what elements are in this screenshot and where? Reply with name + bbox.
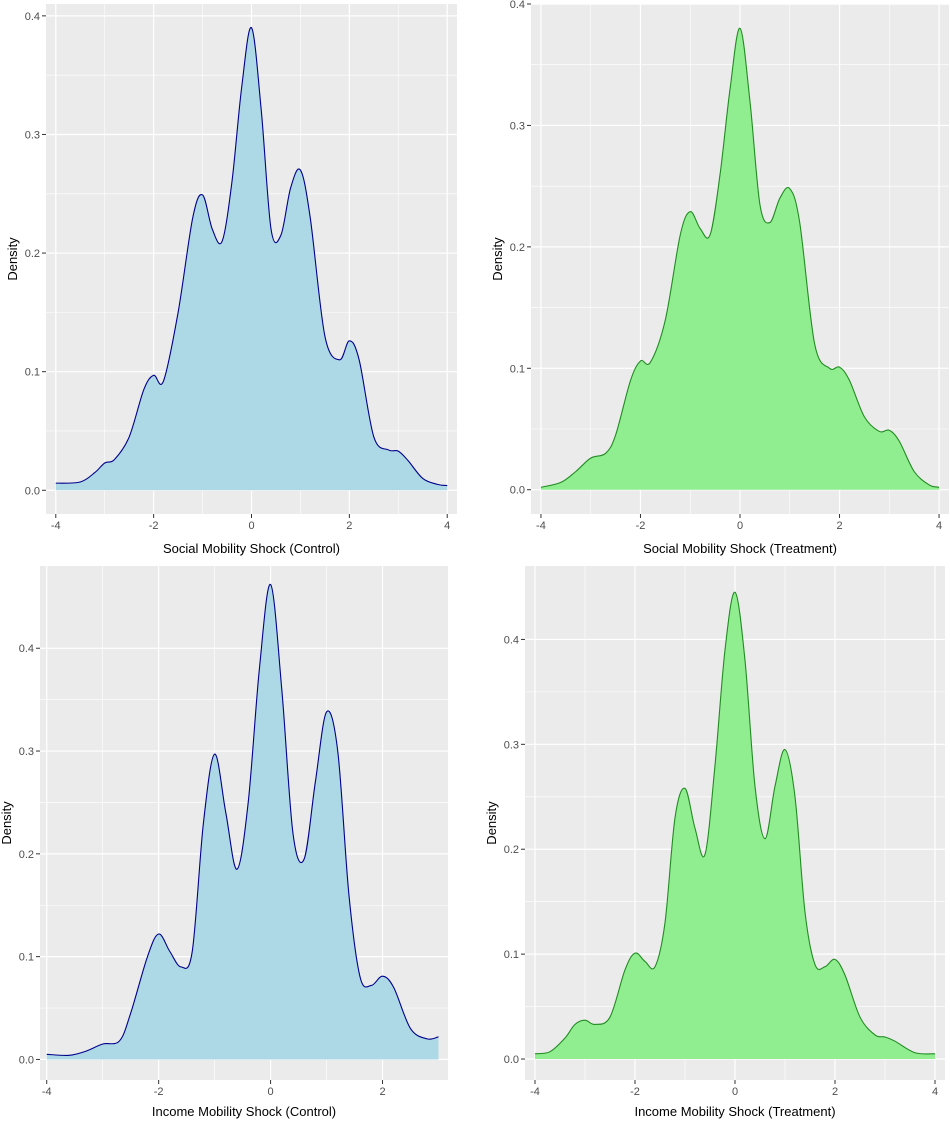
y-tick-label: 0.2 — [510, 242, 525, 254]
y-tick-label: 0.0 — [25, 485, 40, 497]
density-line — [46, 583, 439, 1056]
density-panel-3: -4 -2 0 2 0.0 0.1 0.2 0.3 0.4 Income Mobility Sho… — [0, 566, 448, 1119]
x-tick-label: -4 — [536, 520, 546, 532]
y-tick-label: 0.4 — [510, 0, 525, 11]
x-tick-label: 0 — [732, 1086, 738, 1098]
x-tick-label: 2 — [346, 520, 352, 532]
x-axis-title: Income Mobility Shock (Treatment) — [634, 1104, 835, 1119]
y-tick-label: 0.3 — [19, 746, 34, 758]
x-tick-label: -4 — [530, 1086, 540, 1098]
x-tick-label: 0 — [737, 520, 743, 532]
x-tick-label: -2 — [154, 1086, 164, 1098]
x-tick-label: -4 — [51, 520, 61, 532]
density-panel-1: -4 -2 0 2 4 0.0 0.1 0.2 0.3 0.4 Social Mobility Sh… — [5, 4, 457, 556]
y-tick-label: 0.0 — [504, 1054, 519, 1066]
density-area — [540, 28, 940, 490]
x-tick-label: 4 — [936, 520, 942, 532]
y-tick-label: 0.4 — [25, 11, 40, 23]
x-axis-title: Social Mobility Shock (Treatment) — [643, 541, 837, 556]
y-tick-label: 0.2 — [19, 849, 34, 861]
y-tick-label: 0.4 — [504, 634, 519, 646]
y-tick-label: 0.4 — [19, 643, 34, 655]
y-axis-title: Density — [5, 237, 20, 281]
x-tick-label: -2 — [636, 520, 646, 532]
density-panel-4: -4 -2 0 2 4 0.0 0.1 0.2 0.3 0.4 Income Mobility Sh… — [484, 566, 945, 1119]
y-tick-label: 0.1 — [504, 949, 519, 961]
x-tick-label: 2 — [379, 1086, 385, 1098]
x-tick-label: 0 — [248, 520, 254, 532]
y-tick-label: 0.0 — [510, 485, 525, 497]
x-tick-label: -2 — [149, 520, 159, 532]
y-tick-label: 0.2 — [504, 844, 519, 856]
x-tick-label: 0 — [268, 1086, 274, 1098]
x-axis-title: Social Mobility Shock (Control) — [163, 541, 340, 556]
density-area — [46, 584, 439, 1060]
density-area — [55, 27, 448, 491]
x-tick-label: -4 — [42, 1086, 52, 1098]
y-tick-label: 0.0 — [19, 1054, 34, 1066]
y-axis-title: Density — [484, 801, 499, 845]
y-axis-title: Density — [0, 801, 14, 845]
density-line — [534, 591, 936, 1055]
x-tick-label: -2 — [630, 1086, 640, 1098]
y-tick-label: 0.2 — [25, 248, 40, 260]
y-tick-label: 0.1 — [25, 367, 40, 379]
y-tick-label: 0.1 — [19, 952, 34, 964]
x-tick-label: 2 — [836, 520, 842, 532]
x-tick-label: 4 — [932, 1086, 938, 1098]
density-line — [540, 27, 940, 488]
y-tick-label: 0.1 — [510, 363, 525, 375]
x-tick-label: 2 — [832, 1086, 838, 1098]
y-tick-label: 0.3 — [25, 129, 40, 141]
density-area — [535, 592, 935, 1060]
x-tick-label: 4 — [444, 520, 450, 532]
y-axis-title: Density — [490, 237, 505, 281]
density-line — [55, 27, 448, 487]
y-tick-label: 0.3 — [510, 120, 525, 132]
density-panel-2: -4 -2 0 2 4 0.0 0.1 0.2 0.3 0.4 Social Mobility Sh… — [490, 0, 949, 556]
y-tick-label: 0.3 — [504, 739, 519, 751]
x-axis-title: Income Mobility Shock (Control) — [152, 1104, 336, 1119]
